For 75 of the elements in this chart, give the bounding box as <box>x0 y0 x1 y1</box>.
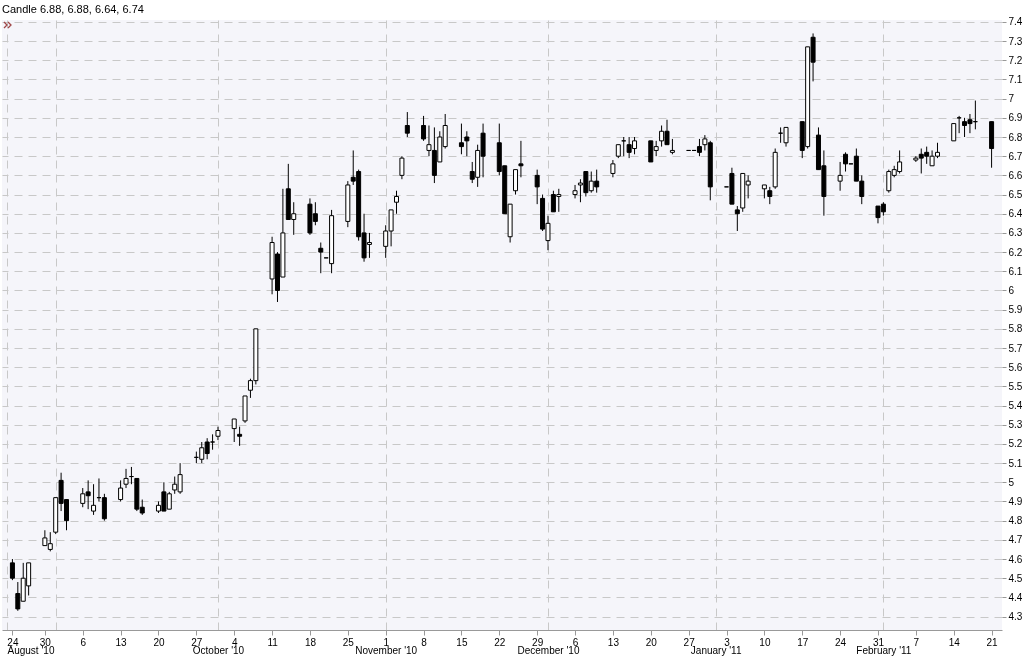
y-tick-label: 5.8 <box>1008 323 1023 335</box>
y-tick-label: 4.4 <box>1008 591 1023 603</box>
candlestick <box>123 468 129 489</box>
candlestick <box>118 479 124 502</box>
candlestick <box>394 190 400 215</box>
x-tick-label: 13 <box>607 636 620 648</box>
candlestick <box>783 126 789 148</box>
y-tick-label: 6.6 <box>1008 169 1023 181</box>
y-tick-label: 4.9 <box>1008 495 1023 507</box>
candlestick <box>215 426 221 441</box>
x-tick-label: 20 <box>645 636 658 648</box>
y-tick-label: 5.3 <box>1008 419 1023 431</box>
x-tick-label: 17 <box>797 636 809 648</box>
candlestick <box>458 123 464 155</box>
y-tick-label: 6.1 <box>1008 265 1023 277</box>
y-tick-label: 7.4 <box>1008 16 1023 28</box>
y-tick-label: 4.8 <box>1008 515 1023 527</box>
x-tick-label: 10 <box>759 636 771 648</box>
candlestick <box>9 558 15 581</box>
candlestick <box>837 161 843 192</box>
x-tick-label: 3 <box>724 636 731 648</box>
x-tick-label: 21 <box>986 636 999 648</box>
x-tick-label: 13 <box>115 636 128 648</box>
x-tick-label: 6 <box>80 636 87 648</box>
y-tick-label: 7.3 <box>1008 35 1023 47</box>
candlestick <box>404 111 410 138</box>
y-tick-label: 7.2 <box>1008 54 1023 66</box>
y-tick-label: 7.1 <box>1008 73 1023 85</box>
candlestick <box>421 115 427 142</box>
y-tick-label: 6.7 <box>1008 150 1023 162</box>
y-tick-label: 5.7 <box>1008 342 1023 354</box>
x-tick-label: 7 <box>913 636 920 648</box>
y-tick-label: 5 <box>1008 476 1015 488</box>
y-tick-label: 7 <box>1008 93 1015 105</box>
y-tick-label: 4.3 <box>1008 611 1023 623</box>
x-tick-label: 11 <box>267 636 279 648</box>
y-tick-label: 5.2 <box>1008 438 1023 450</box>
y-tick-label: 5.4 <box>1008 400 1023 412</box>
y-tick-label: 5.6 <box>1008 361 1023 373</box>
y-tick-label: 5.1 <box>1008 457 1023 469</box>
x-tick-label: 25 <box>342 636 355 648</box>
candlestick <box>318 242 324 274</box>
candlestick <box>399 155 405 180</box>
x-tick-label: 20 <box>153 636 165 648</box>
candlestick <box>231 418 237 443</box>
candlestick <box>91 483 97 516</box>
y-tick-label: 4.7 <box>1008 534 1023 546</box>
y-tick-label: 6.9 <box>1008 112 1023 124</box>
x-tick-label: 14 <box>948 636 961 648</box>
x-tick-label: 18 <box>304 636 317 648</box>
candlestick <box>734 205 740 232</box>
candlestick <box>534 169 540 205</box>
y-tick-label: 5.9 <box>1008 304 1023 316</box>
candlestick <box>843 151 849 173</box>
candlestick <box>513 169 519 196</box>
candlestick <box>101 493 107 522</box>
candlestick <box>518 140 524 178</box>
x-tick-label: 27 <box>683 636 696 648</box>
chart-title: Candle 6.88, 6.88, 6.64, 6.74 <box>2 3 144 15</box>
y-tick-label: 6 <box>1008 284 1015 296</box>
x-tick-label: 22 <box>494 636 506 648</box>
candlestick <box>464 130 470 157</box>
x-tick-label: 15 <box>456 636 468 648</box>
candlestick <box>237 426 243 447</box>
x-tick-label: 24 <box>835 636 847 648</box>
y-tick-label: 6.8 <box>1008 131 1023 143</box>
y-tick-label: 5.5 <box>1008 380 1023 392</box>
y-tick-label: 4.6 <box>1008 553 1023 565</box>
x-tick-label: 8 <box>421 636 428 648</box>
y-tick-label: 6.3 <box>1008 227 1023 239</box>
y-tick-label: 6.4 <box>1008 208 1023 220</box>
candlestick <box>572 184 578 199</box>
y-tick-label: 4.5 <box>1008 572 1023 584</box>
y-tick-label: 6.2 <box>1008 246 1023 258</box>
y-tick-label: 6.5 <box>1008 189 1023 201</box>
